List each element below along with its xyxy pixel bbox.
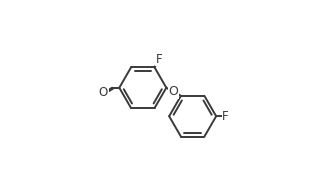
Text: F: F <box>222 110 229 123</box>
Text: O: O <box>99 86 108 99</box>
Text: F: F <box>156 53 163 66</box>
Text: O: O <box>169 85 178 98</box>
